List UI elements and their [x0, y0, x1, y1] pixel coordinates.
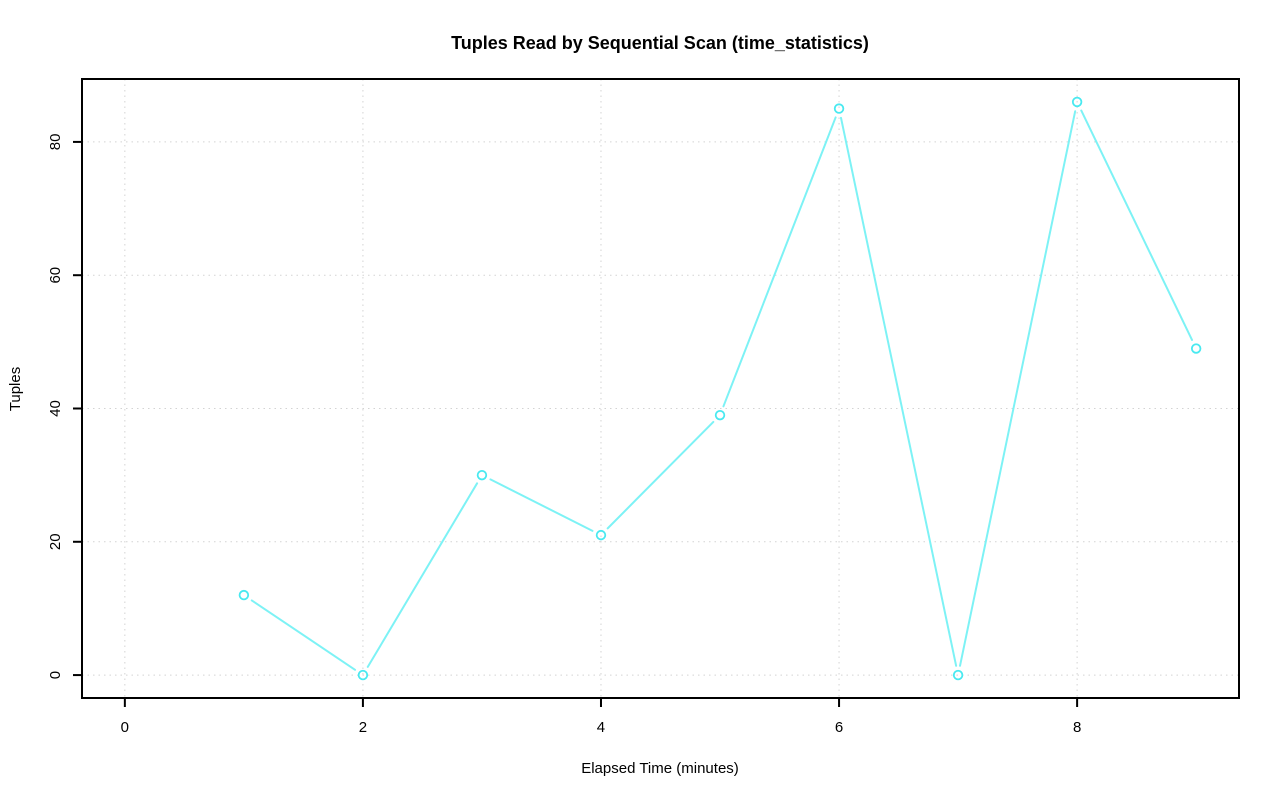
y-axis-title: Tuples [7, 367, 24, 411]
data-point-marker [357, 669, 369, 681]
data-point-marker [1190, 343, 1202, 354]
plot-border [81, 78, 1240, 699]
series-line-segment [489, 478, 594, 532]
series-line-segment [722, 116, 837, 408]
x-tick-label: 8 [1073, 719, 1081, 736]
y-tick-label: 60 [47, 267, 64, 284]
grid-lines [82, 79, 1239, 698]
data-point-marker [595, 529, 607, 541]
y-tick-label: 80 [47, 134, 64, 151]
x-tick-label: 2 [359, 719, 367, 736]
y-tick-label: 40 [47, 400, 64, 417]
series-line-segment [366, 482, 479, 668]
chart-title: Tuples Read by Sequential Scan (time_sta… [451, 33, 869, 53]
data-point-marker [238, 589, 250, 601]
y-tick-label: 20 [47, 533, 64, 550]
data-series [238, 96, 1202, 681]
series-line-segment [840, 116, 958, 667]
x-tick-label: 6 [835, 719, 843, 736]
x-axis-title: Elapsed Time (minutes) [581, 760, 739, 777]
data-point-marker [952, 669, 964, 681]
series-line-segment [1080, 109, 1194, 341]
x-tick-label: 4 [597, 719, 605, 736]
series-line-segment [606, 420, 715, 530]
data-point-marker [714, 409, 726, 421]
data-point-marker [1071, 96, 1083, 108]
y-tick-label: 0 [47, 671, 64, 679]
data-point-marker [833, 103, 845, 114]
series-line-segment [959, 110, 1077, 667]
series-line-segment [250, 599, 357, 671]
x-tick-label: 0 [121, 719, 129, 736]
data-point-marker [476, 469, 488, 481]
